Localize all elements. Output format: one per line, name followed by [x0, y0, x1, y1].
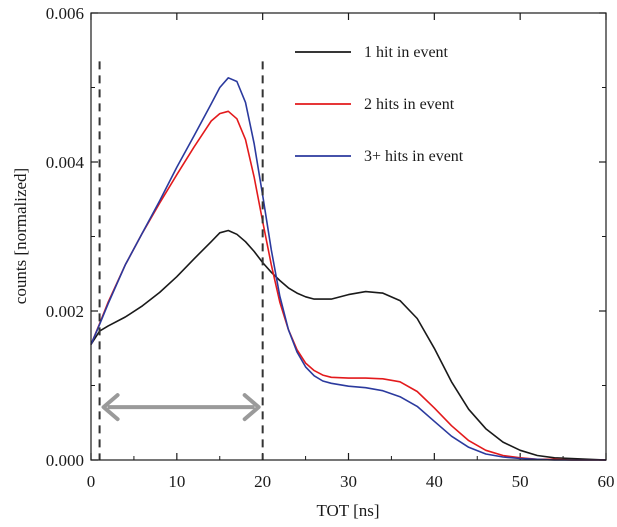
x-tick-label: 50	[512, 472, 529, 491]
y-tick-label: 0.006	[46, 4, 84, 23]
x-axis-ticks: 0 10 20 30 40 50 60	[87, 13, 615, 491]
x-tick-label: 10	[168, 472, 185, 491]
x-tick-label: 40	[426, 472, 443, 491]
y-tick-label: 0.004	[46, 153, 85, 172]
series-line-1	[90, 229, 607, 461]
x-tick-label: 20	[254, 472, 271, 491]
x-tick-label: 0	[87, 472, 96, 491]
legend: 1 hit in event 2 hits in event 3+ hits in …	[295, 44, 464, 165]
y-tick-label: 0.002	[46, 302, 84, 321]
y-axis-ticks: 0.000 0.002 0.004 0.006	[46, 4, 606, 470]
x-axis-label: TOT [ns]	[316, 501, 379, 520]
legend-label-2: 2 hits in event	[364, 96, 455, 113]
y-axis-label: counts [normalized]	[11, 168, 30, 304]
legend-label-1: 1 hit in event	[364, 44, 449, 61]
y-tick-label: 0.000	[46, 451, 84, 470]
range-arrow-right-head	[242, 393, 261, 422]
annotation-layer	[98, 61, 264, 460]
series-line-2	[90, 110, 606, 461]
series-line-3	[90, 77, 606, 461]
range-arrow-left-head	[101, 393, 120, 422]
plot-frame	[90, 12, 607, 461]
series-layer	[90, 77, 607, 461]
legend-label-3: 3+ hits in event	[364, 148, 464, 165]
x-tick-label: 30	[340, 472, 357, 491]
x-tick-label: 60	[598, 472, 615, 491]
